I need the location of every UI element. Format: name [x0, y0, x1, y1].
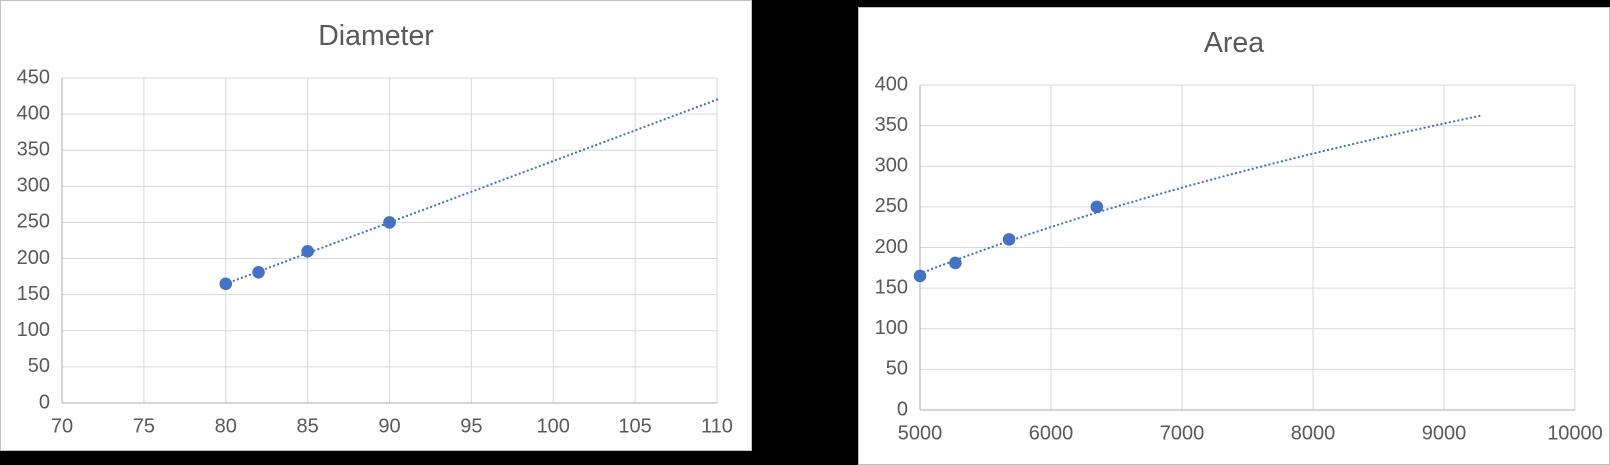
svg-text:10000: 10000	[1547, 423, 1603, 445]
svg-text:100: 100	[875, 317, 908, 339]
svg-text:90: 90	[378, 416, 400, 438]
svg-text:200: 200	[875, 236, 908, 258]
svg-text:400: 400	[17, 102, 50, 124]
svg-text:85: 85	[296, 416, 318, 438]
svg-text:350: 350	[17, 139, 50, 161]
svg-text:9000: 9000	[1422, 423, 1467, 445]
svg-text:100: 100	[17, 319, 50, 341]
svg-text:350: 350	[875, 114, 908, 136]
svg-text:400: 400	[875, 73, 908, 95]
svg-text:5000: 5000	[898, 423, 943, 445]
svg-text:50: 50	[886, 358, 908, 380]
svg-text:0: 0	[39, 391, 50, 413]
svg-text:100: 100	[537, 416, 570, 438]
svg-text:7000: 7000	[1160, 423, 1205, 445]
svg-text:70: 70	[51, 416, 73, 438]
svg-text:200: 200	[17, 247, 50, 269]
svg-text:105: 105	[618, 416, 651, 438]
svg-text:300: 300	[17, 175, 50, 197]
svg-text:250: 250	[17, 211, 50, 233]
svg-text:8000: 8000	[1291, 423, 1336, 445]
svg-text:450: 450	[17, 66, 50, 88]
svg-text:80: 80	[215, 416, 237, 438]
svg-text:75: 75	[133, 416, 155, 438]
svg-text:150: 150	[17, 283, 50, 305]
svg-text:300: 300	[875, 155, 908, 177]
svg-text:6000: 6000	[1029, 423, 1074, 445]
svg-text:0: 0	[897, 398, 908, 420]
svg-text:110: 110	[701, 416, 733, 438]
svg-text:250: 250	[875, 195, 908, 217]
svg-text:150: 150	[875, 276, 908, 298]
svg-text:50: 50	[28, 355, 50, 377]
svg-text:95: 95	[460, 416, 482, 438]
